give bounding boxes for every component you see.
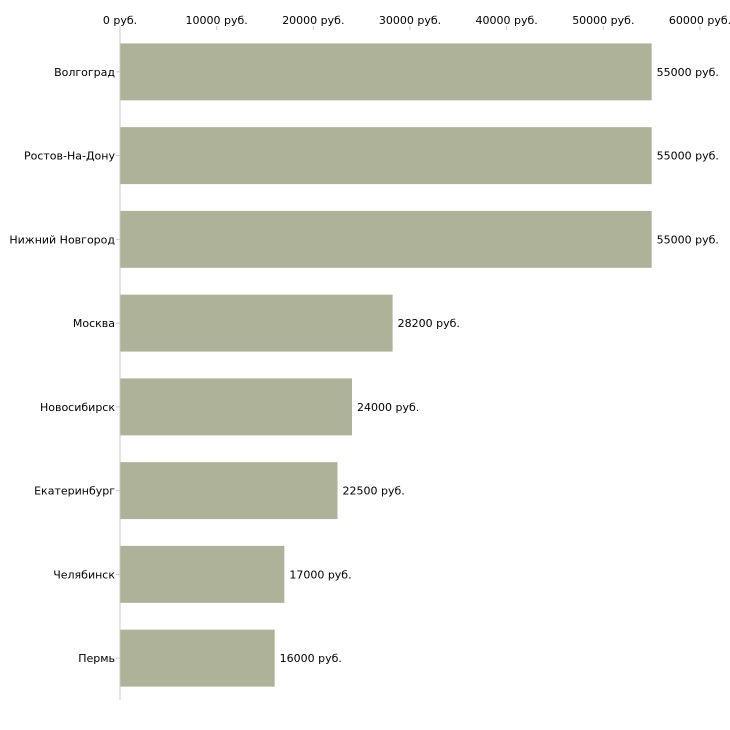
x-tick-label: 20000 руб. xyxy=(282,14,344,27)
category-label: Екатеринбург xyxy=(34,485,115,498)
bar xyxy=(120,462,338,520)
category-label: Челябинск xyxy=(53,568,115,581)
x-tick-label: 30000 руб. xyxy=(379,14,441,27)
bar-value-label: 55000 руб. xyxy=(657,66,719,79)
category-label: Новосибирск xyxy=(40,401,115,414)
bar-value-label: 55000 руб. xyxy=(657,233,719,246)
bar-value-label: 55000 руб. xyxy=(657,150,719,163)
bar xyxy=(120,629,275,687)
x-axis: 0 руб. 10000 руб. 20000 руб. 30000 руб. 4000… xyxy=(103,14,730,30)
x-tick-label: 10000 руб. xyxy=(186,14,248,27)
bar xyxy=(120,210,652,268)
category-label: Москва xyxy=(73,317,115,330)
bar xyxy=(120,378,352,436)
x-tick-label: 50000 руб. xyxy=(572,14,634,27)
category-label: Нижний Новгород xyxy=(9,233,115,246)
bar xyxy=(120,545,285,603)
y-axis: Волгоград Ростов-На-Дону Нижний Новгород Мо… xyxy=(9,30,121,700)
bar xyxy=(120,127,652,185)
bar xyxy=(120,43,652,101)
x-tick-label: 60000 руб. xyxy=(669,14,730,27)
bar-value-label: 16000 руб. xyxy=(280,652,342,665)
category-label: Волгоград xyxy=(54,66,115,79)
category-label: Ростов-На-Дону xyxy=(24,150,115,163)
bar-value-label: 22500 руб. xyxy=(343,485,405,498)
category-label: Пермь xyxy=(78,652,115,665)
bar-value-label: 28200 руб. xyxy=(398,317,460,330)
x-tick-label: 0 руб. xyxy=(103,14,137,27)
bars: 55000 руб. 55000 руб. 55000 руб. 28200 руб.… xyxy=(120,43,719,687)
bar xyxy=(120,294,393,352)
x-tick-label: 40000 руб. xyxy=(476,14,538,27)
bar-value-label: 17000 руб. xyxy=(289,568,351,581)
bar-value-label: 24000 руб. xyxy=(357,401,419,414)
